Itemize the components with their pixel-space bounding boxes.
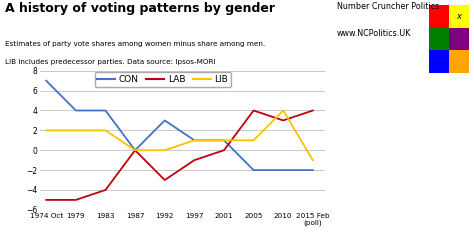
Text: Estimates of party vote shares among women minus share among men.: Estimates of party vote shares among wom… — [5, 41, 265, 48]
Text: x: x — [456, 12, 462, 21]
Bar — [449, 28, 469, 51]
Text: www.NCPolitics.UK: www.NCPolitics.UK — [337, 29, 411, 38]
Bar — [429, 28, 449, 51]
Bar — [449, 5, 469, 28]
Bar — [429, 51, 449, 73]
Legend: CON, LAB, LIB: CON, LAB, LIB — [94, 72, 231, 87]
Bar — [449, 51, 469, 73]
Text: LIB includes predecessor parties. Data source: Ipsos-MORI: LIB includes predecessor parties. Data s… — [5, 59, 215, 65]
Text: A history of voting patterns by gender: A history of voting patterns by gender — [5, 2, 275, 15]
Text: Number Cruncher Politics: Number Cruncher Politics — [337, 2, 439, 11]
Bar — [429, 5, 449, 28]
